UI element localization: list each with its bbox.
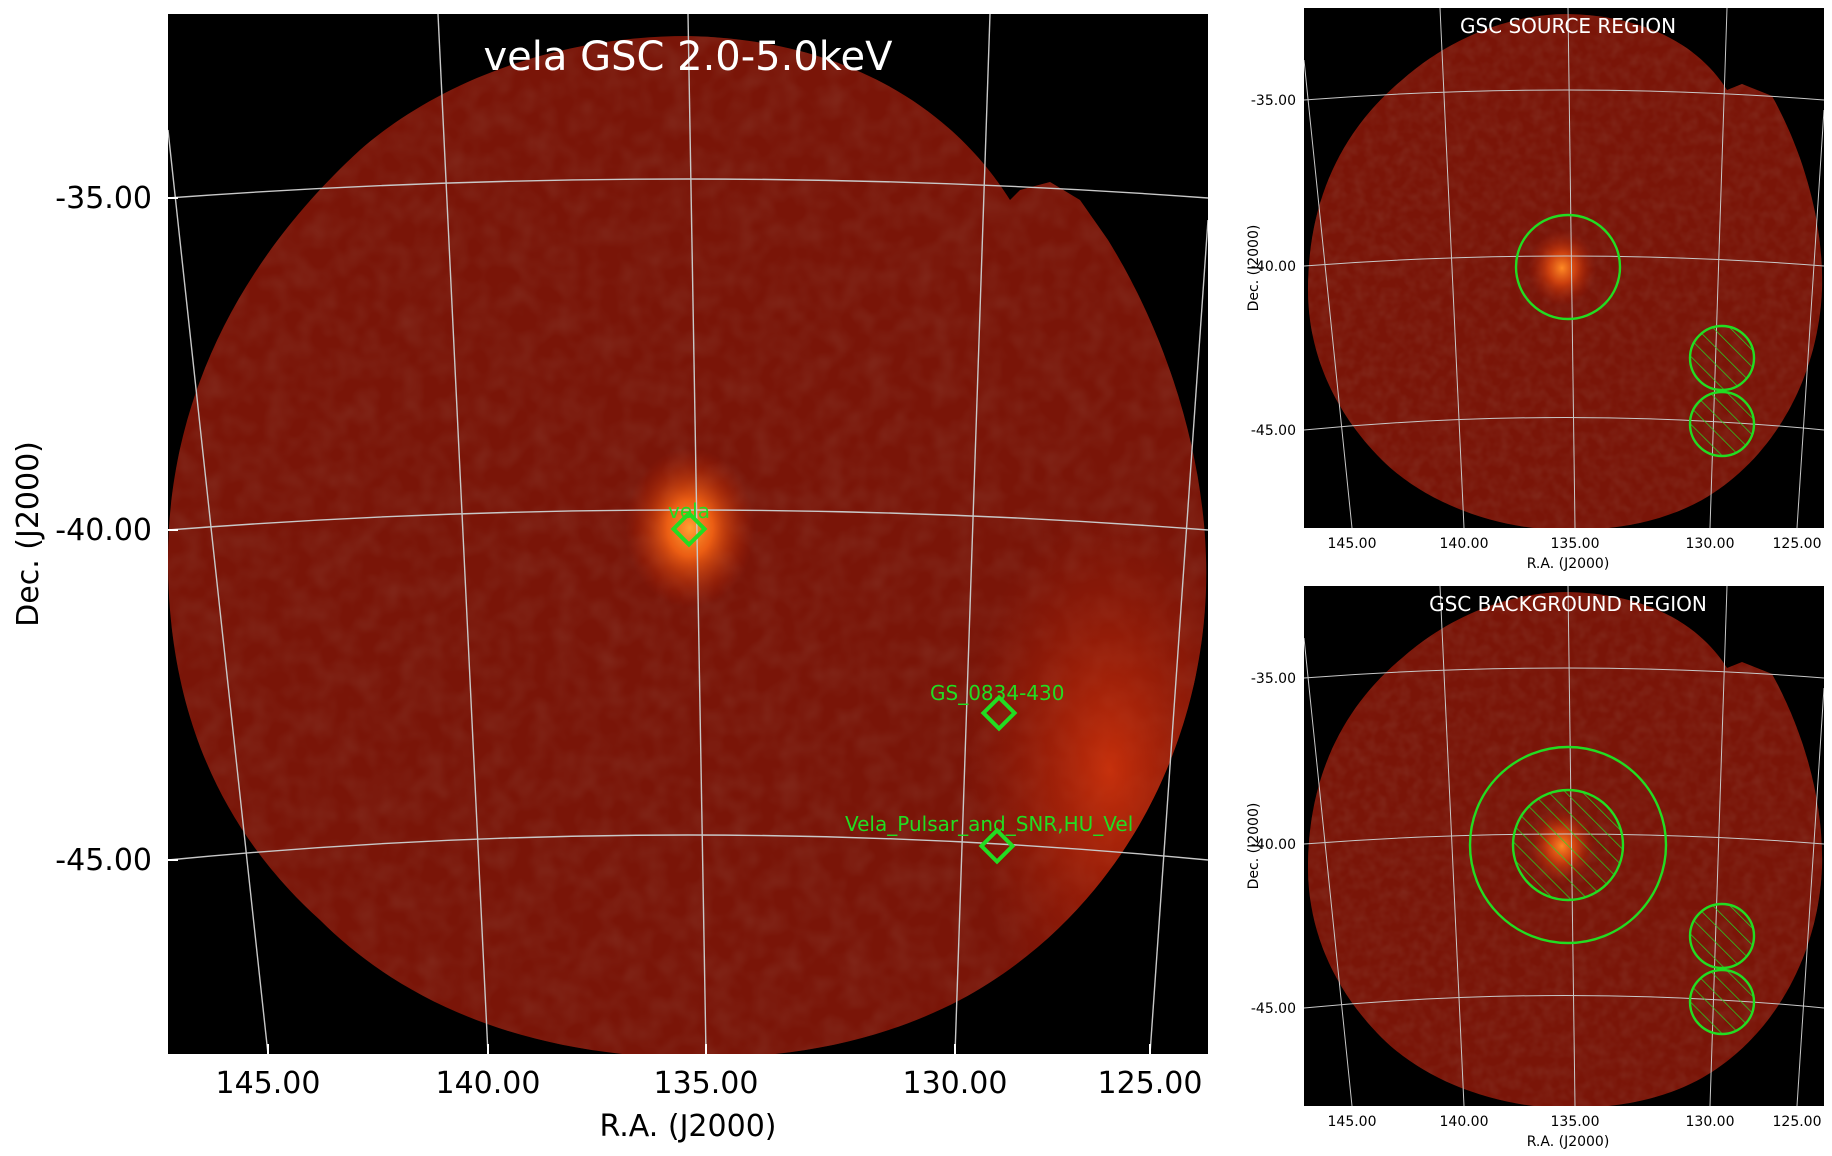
svg-text:-40.00: -40.00	[55, 513, 152, 548]
svg-text:125.00: 125.00	[1098, 1066, 1203, 1101]
background-inner-excluded-circle[interactable]	[1511, 788, 1625, 902]
excluded-region-1[interactable]	[1688, 902, 1756, 970]
main-xlabel: R.A. (J2000)	[600, 1109, 777, 1144]
source-xlabel: R.A. (J2000)	[1527, 556, 1610, 572]
source-region-circle[interactable]	[1514, 213, 1622, 321]
background-xlabel: R.A. (J2000)	[1527, 1134, 1610, 1150]
svg-text:-45.00: -45.00	[55, 843, 152, 878]
svg-text:-45.00: -45.00	[1251, 423, 1296, 439]
background-outer-circle[interactable]	[1468, 745, 1668, 945]
source-dec-tick-labels: -35.00 -40.00 -45.00	[1251, 93, 1296, 439]
svg-text:130.00: 130.00	[903, 1066, 1008, 1101]
svg-text:140.00: 140.00	[1440, 536, 1489, 552]
svg-text:145.00: 145.00	[1328, 1114, 1377, 1130]
background-region-panel: GSC BACKGROUND REGION -35.00 -40.00 -45.…	[1246, 586, 1824, 1150]
svg-text:145.00: 145.00	[216, 1066, 321, 1101]
svg-text:125.00: 125.00	[1773, 1114, 1822, 1130]
svg-text:135.00: 135.00	[654, 1066, 759, 1101]
svg-text:-45.00: -45.00	[1251, 1001, 1296, 1017]
svg-text:-40.00: -40.00	[1251, 837, 1296, 853]
svg-text:135.00: 135.00	[1551, 1114, 1600, 1130]
label-vela-pulsar: Vela_Pulsar_and_SNR,HU_Vel	[845, 812, 1133, 836]
excluded-region-2[interactable]	[1688, 390, 1756, 458]
excluded-region-2[interactable]	[1688, 968, 1756, 1036]
label-vela: vela	[668, 499, 710, 523]
main-dec-tick-labels: -35.00 -40.00 -45.00	[55, 181, 152, 878]
main-ylabel: Dec. (J2000)	[11, 441, 46, 627]
source-ra-tick-labels: 145.00 140.00 135.00 130.00 125.00	[1328, 536, 1822, 552]
svg-text:-35.00: -35.00	[55, 181, 152, 216]
svg-text:125.00: 125.00	[1773, 536, 1822, 552]
excluded-region-1[interactable]	[1688, 324, 1756, 392]
svg-text:130.00: 130.00	[1686, 536, 1735, 552]
svg-text:140.00: 140.00	[436, 1066, 541, 1101]
main-coordinate-grid	[168, 14, 1208, 1054]
marker-gs-0834-430[interactable]	[980, 694, 1018, 732]
svg-text:145.00: 145.00	[1328, 536, 1377, 552]
marker-vela-pulsar[interactable]	[978, 827, 1016, 865]
label-gs-0834-430: GS_0834-430	[930, 681, 1064, 705]
background-panel-title: GSC BACKGROUND REGION	[1429, 592, 1707, 616]
main-sky-image: vela GS_0834-430 Vela_Pulsar_and_SNR,HU_…	[11, 14, 1208, 1144]
main-frame-ticks	[168, 197, 1151, 1054]
svg-text:140.00: 140.00	[1440, 1114, 1489, 1130]
background-ra-tick-labels: 145.00 140.00 135.00 130.00 125.00	[1328, 1114, 1822, 1130]
svg-text:-35.00: -35.00	[1251, 93, 1296, 109]
marker-vela[interactable]	[670, 510, 708, 548]
source-panel-title: GSC SOURCE REGION	[1460, 14, 1676, 38]
main-ra-tick-labels: 145.00 140.00 135.00 130.00 125.00	[216, 1066, 1203, 1101]
main-title: vela GSC 2.0-5.0keV	[483, 34, 893, 80]
svg-text:-35.00: -35.00	[1251, 671, 1296, 687]
source-markers	[670, 510, 1018, 865]
svg-text:130.00: 130.00	[1686, 1114, 1735, 1130]
source-ylabel: Dec. (J2000)	[1246, 225, 1262, 312]
background-ylabel: Dec. (J2000)	[1246, 803, 1262, 890]
source-region-panel: GSC SOURCE REGION -35.00 -40.00 -45.00 1…	[1246, 8, 1824, 572]
background-dec-tick-labels: -35.00 -40.00 -45.00	[1251, 671, 1296, 1017]
svg-text:135.00: 135.00	[1551, 536, 1600, 552]
svg-text:-40.00: -40.00	[1251, 259, 1296, 275]
